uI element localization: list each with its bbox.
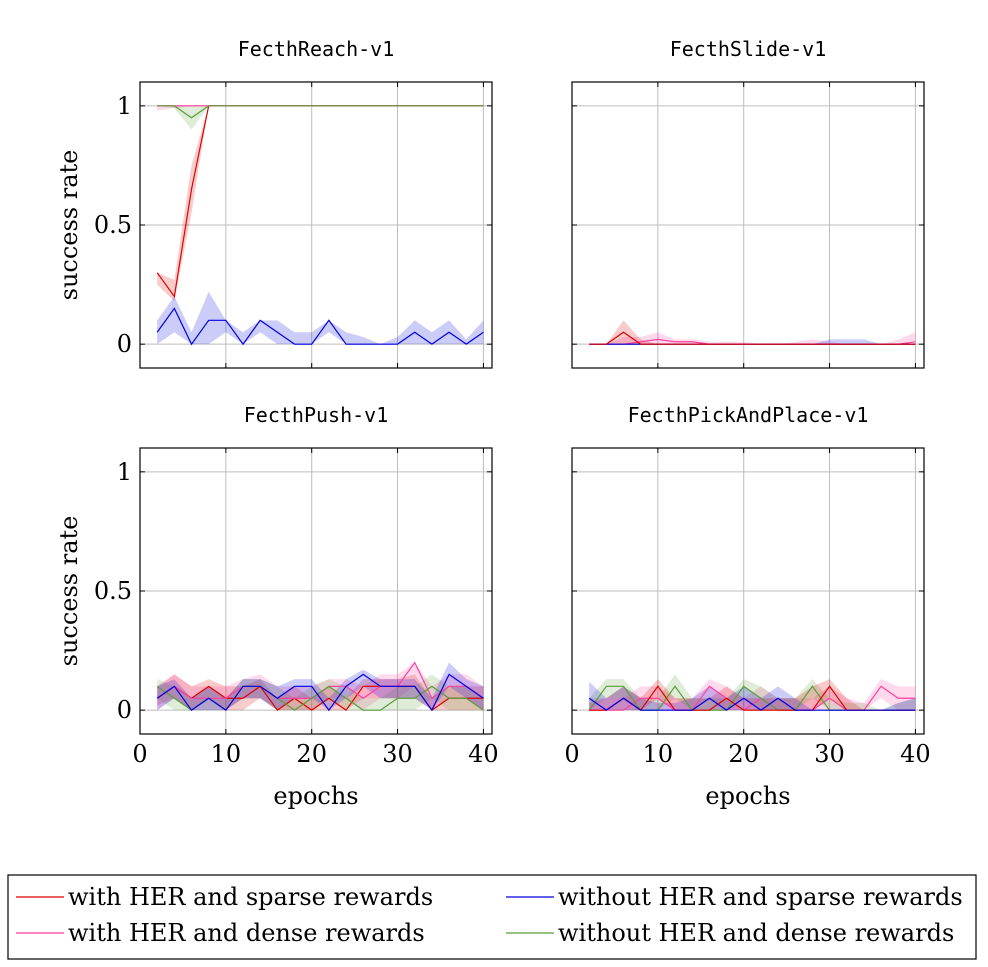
panel-plot xyxy=(156,661,484,712)
panel-3: FecthPush-v1 0 0.5 1 success rate 0 10 20 30 40 ep… xyxy=(55,403,499,810)
legend-label: without HER and dense rewards xyxy=(558,919,954,947)
x-tick-label: 0 xyxy=(564,740,579,768)
series-line xyxy=(156,105,484,299)
series-band xyxy=(589,320,916,345)
x-tick-label: 0 xyxy=(132,740,147,768)
y-axis-label: success rate xyxy=(55,150,83,301)
panel-plot xyxy=(588,674,916,711)
series-line xyxy=(588,697,916,711)
series-line xyxy=(589,331,916,345)
x-tick-label: 20 xyxy=(728,740,759,768)
y-tick-label: 0 xyxy=(117,330,132,358)
legend-box xyxy=(7,874,977,960)
panel-title: FecthPush-v1 xyxy=(244,403,389,427)
series-line xyxy=(157,105,484,119)
series-band xyxy=(157,105,484,130)
x-tick-label: 30 xyxy=(814,740,845,768)
panel-1: FecthReach-v1 0 0.5 1 success rate xyxy=(55,37,493,369)
y-tick-label: 0.5 xyxy=(94,577,132,605)
panel-ticks xyxy=(571,448,924,734)
y-tick-label: 0 xyxy=(117,696,132,724)
panel-plot xyxy=(589,320,916,345)
x-axis-label: epochs xyxy=(273,782,358,810)
panel-ticks xyxy=(139,448,492,734)
x-tick-label: 30 xyxy=(382,740,413,768)
panel-2: FecthSlide-v1 xyxy=(571,37,925,369)
panel-grid xyxy=(139,82,492,368)
panel-title: FecthReach-v1 xyxy=(238,37,395,61)
series-band xyxy=(589,679,916,711)
y-tick-label: 1 xyxy=(117,458,132,486)
series-band xyxy=(157,105,484,302)
x-axis-label: epochs xyxy=(705,782,790,810)
legend: with HER and sparse rewards without HER a… xyxy=(7,874,977,960)
x-tick-label: 20 xyxy=(296,740,327,768)
panel-title: FecthSlide-v1 xyxy=(670,37,827,61)
series-line xyxy=(156,307,484,346)
x-tick-label: 40 xyxy=(468,740,499,768)
legend-label: without HER and sparse rewards xyxy=(558,883,963,911)
panel-ticks xyxy=(139,82,492,368)
panels-layer: FecthReach-v1 0 0.5 1 success rate FecthSlide… xyxy=(55,37,931,810)
x-tick-label: 10 xyxy=(211,740,242,768)
series-band xyxy=(589,339,916,345)
y-tick-label: 1 xyxy=(117,92,132,120)
legend-label: with HER and dense rewards xyxy=(68,919,425,947)
x-tick-label: 10 xyxy=(643,740,674,768)
series-band xyxy=(157,291,484,345)
panel-4: FecthPickAndPlace-v1 0 10 20 30 40 epochs xyxy=(564,403,930,810)
y-axis-label: success rate xyxy=(55,516,83,667)
y-tick-label: 0.5 xyxy=(94,211,132,239)
legend-label: with HER and sparse rewards xyxy=(68,883,433,911)
series-band xyxy=(589,679,916,711)
series-line xyxy=(156,673,484,712)
panel-title: FecthPickAndPlace-v1 xyxy=(628,403,869,427)
series-band xyxy=(589,681,916,711)
x-tick-label: 40 xyxy=(900,740,931,768)
panel-ticks xyxy=(571,82,924,368)
panel-plot xyxy=(156,105,484,346)
